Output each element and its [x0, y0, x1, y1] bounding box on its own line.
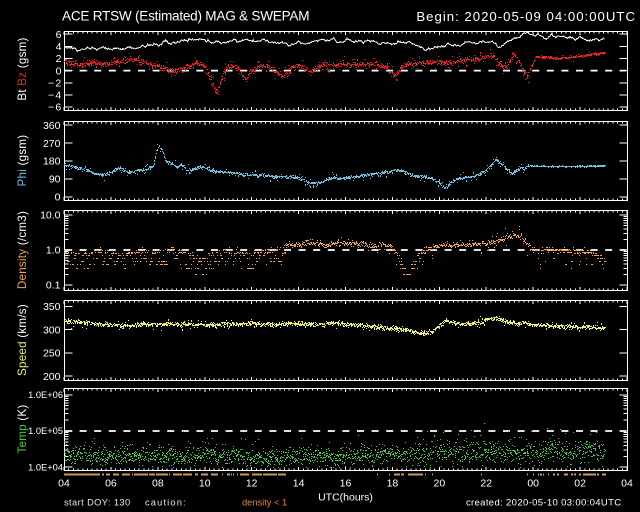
svg-text:1.0E+05: 1.0E+05 [28, 426, 63, 436]
svg-text:Bt Bz (gsm): Bt Bz (gsm) [16, 37, 29, 100]
svg-text:06: 06 [105, 478, 117, 490]
svg-text:−4: −4 [48, 90, 62, 102]
svg-text:1.0E+06: 1.0E+06 [28, 390, 63, 400]
svg-text:360: 360 [43, 120, 61, 132]
svg-text:−6: −6 [48, 102, 62, 114]
svg-text:12: 12 [246, 478, 258, 490]
svg-text:0.1: 0.1 [46, 280, 61, 292]
svg-text:20: 20 [433, 478, 445, 490]
svg-text:6: 6 [56, 29, 62, 41]
svg-text:04: 04 [58, 478, 70, 490]
svg-text:08: 08 [152, 478, 164, 490]
svg-text:density < 1: density < 1 [242, 498, 287, 508]
svg-text:Phi (gsm): Phi (gsm) [16, 135, 29, 187]
svg-text:created: 2020-05-10 03:00:04UT: created: 2020-05-10 03:00:04UTC [466, 498, 622, 509]
svg-text:18: 18 [387, 478, 399, 490]
svg-text:270: 270 [43, 138, 61, 150]
svg-text:300: 300 [43, 324, 61, 336]
svg-text:250: 250 [43, 348, 61, 360]
svg-text:Density (/cm3): Density (/cm3) [16, 211, 29, 289]
svg-text:Begin: 2020-05-09 04:00:00UTC: Begin: 2020-05-09 04:00:00UTC [416, 9, 636, 24]
svg-text:ACE RTSW (Estimated) MAG & SWE: ACE RTSW (Estimated) MAG & SWEPAM [62, 9, 309, 24]
svg-text:Temp (K): Temp (K) [16, 404, 29, 453]
svg-text:00: 00 [527, 478, 539, 490]
svg-text:10: 10 [199, 478, 211, 490]
svg-text:0: 0 [56, 65, 62, 77]
svg-text:90: 90 [49, 174, 61, 186]
svg-text:Speed (km/s): Speed (km/s) [16, 304, 29, 376]
svg-text:16: 16 [340, 478, 352, 490]
svg-text:02: 02 [574, 478, 586, 490]
svg-text:1.0E+04: 1.0E+04 [28, 462, 63, 472]
svg-text:UTC(hours): UTC(hours) [318, 492, 373, 504]
svg-text:14: 14 [293, 478, 305, 490]
svg-text:04: 04 [621, 478, 633, 490]
svg-text:caution:: caution: [145, 498, 187, 508]
svg-text:10.0: 10.0 [40, 210, 61, 222]
svg-text:350: 350 [43, 301, 61, 313]
svg-text:4: 4 [56, 41, 62, 53]
svg-text:start DOY: 130: start DOY: 130 [64, 498, 131, 508]
svg-text:2: 2 [56, 53, 62, 65]
svg-text:180: 180 [43, 156, 61, 168]
svg-text:1.0: 1.0 [46, 245, 61, 257]
svg-text:22: 22 [480, 478, 492, 490]
svg-text:200: 200 [43, 371, 61, 383]
svg-text:0: 0 [55, 192, 61, 204]
svg-text:−2: −2 [48, 77, 62, 89]
